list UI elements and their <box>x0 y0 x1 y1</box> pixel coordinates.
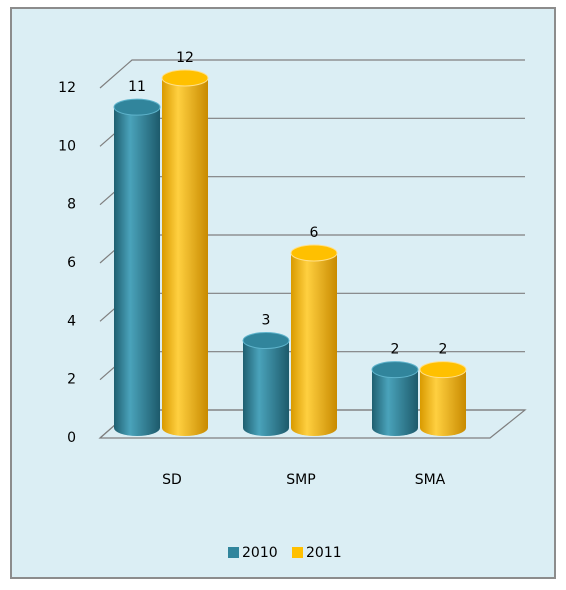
bar-body <box>372 369 418 436</box>
bar-top <box>113 98 161 116</box>
bar-body <box>291 253 337 436</box>
x-tick-label: SMA <box>415 472 446 488</box>
legend-swatch <box>228 547 239 558</box>
bar <box>113 98 161 437</box>
data-label: 6 <box>310 225 319 241</box>
bar <box>290 244 338 436</box>
bar-body <box>114 107 160 437</box>
y-tick-label: 12 <box>58 80 76 96</box>
legend-label: 2010 <box>242 545 278 561</box>
bar <box>371 361 419 436</box>
data-label: 11 <box>128 79 146 95</box>
bar-body <box>420 369 466 436</box>
legend-swatch <box>292 547 303 558</box>
data-label: 2 <box>439 342 448 358</box>
y-tick-label: 4 <box>67 313 76 329</box>
y-tick-label: 6 <box>67 255 76 271</box>
data-label: 12 <box>176 50 194 66</box>
bar <box>161 69 209 436</box>
bar-top <box>242 332 290 349</box>
bar <box>419 361 467 436</box>
bar-body <box>243 340 289 436</box>
bar-top <box>290 244 338 262</box>
y-tick-label: 2 <box>67 372 76 388</box>
bar <box>242 332 290 436</box>
bar-top <box>419 361 467 379</box>
data-label: 3 <box>262 313 271 329</box>
y-tick-label: 0 <box>67 430 76 446</box>
y-tick-label: 10 <box>58 138 76 154</box>
data-label: 2 <box>391 342 400 358</box>
y-tick-label: 8 <box>67 197 76 213</box>
bar-body <box>162 78 208 436</box>
x-tick-label: SMP <box>286 472 315 488</box>
x-tick-label: SD <box>162 472 182 488</box>
legend-label: 2011 <box>306 545 342 561</box>
bar-top <box>371 361 419 379</box>
bar-top <box>161 69 209 87</box>
grid-line <box>99 59 525 89</box>
